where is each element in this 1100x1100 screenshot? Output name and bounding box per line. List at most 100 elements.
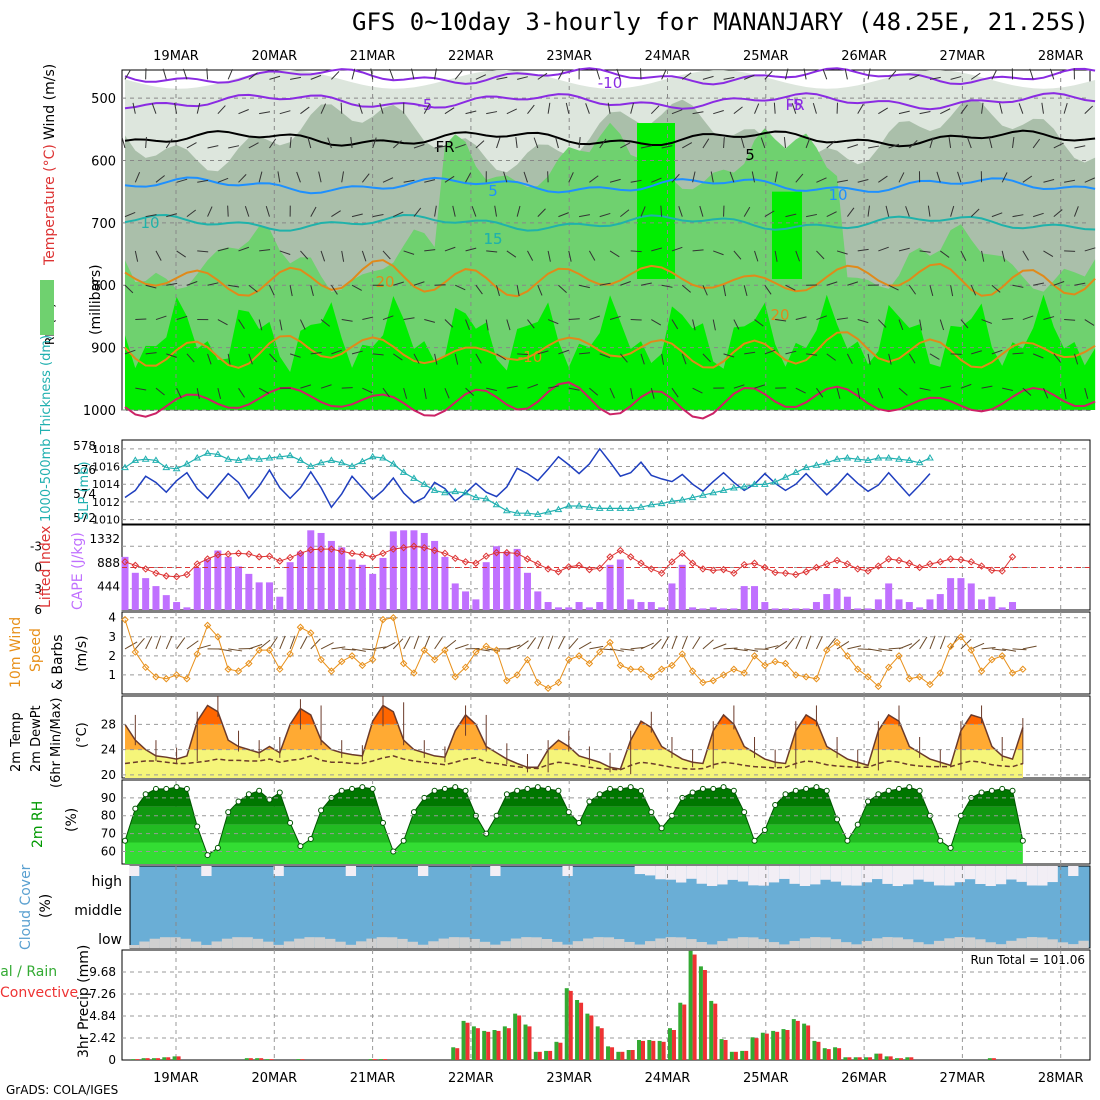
cloud-high-cell bbox=[129, 866, 140, 876]
li-marker bbox=[812, 563, 821, 572]
wind-barb bbox=[134, 637, 145, 650]
wind-barb bbox=[970, 72, 981, 80]
thickness-marker bbox=[317, 458, 325, 466]
wind-barb bbox=[681, 635, 688, 650]
date-label-bottom: 25MAR bbox=[743, 1071, 789, 1086]
precip-total-bar bbox=[802, 1023, 807, 1060]
wind-barb bbox=[595, 68, 601, 80]
ylabel-slp: SLP (mb) bbox=[77, 461, 92, 520]
precip-total-bar bbox=[471, 1026, 476, 1060]
wind-barb bbox=[630, 102, 634, 114]
precip-total-bar bbox=[564, 988, 569, 1060]
wind-barb bbox=[372, 214, 384, 218]
wind-barb bbox=[379, 103, 384, 114]
li-marker bbox=[317, 545, 325, 553]
wind-barb bbox=[1043, 250, 1054, 257]
wind-barb bbox=[991, 648, 1006, 652]
li-marker bbox=[596, 564, 604, 572]
li-marker bbox=[771, 568, 779, 577]
cloud-low-cell bbox=[1037, 937, 1048, 948]
cloud-high-cell bbox=[841, 866, 852, 886]
cape-bar bbox=[647, 602, 655, 610]
wind-barb bbox=[568, 638, 579, 650]
wind-barb bbox=[702, 639, 714, 650]
wind-barb bbox=[723, 76, 735, 80]
ylabel-precip-c: 3hr Precip (mm) bbox=[76, 945, 92, 1058]
wind-barb bbox=[228, 284, 240, 288]
cape-bar bbox=[709, 607, 717, 610]
wind-barb bbox=[857, 248, 869, 252]
wind-barb bbox=[1053, 209, 1063, 217]
wind-barb bbox=[434, 145, 446, 149]
rh-marker bbox=[689, 789, 696, 796]
wind-barb bbox=[258, 387, 270, 394]
thickness-marker bbox=[771, 478, 780, 485]
wind-barb bbox=[1043, 178, 1055, 183]
wind-barb bbox=[176, 387, 182, 399]
wind-barb bbox=[465, 319, 470, 330]
wind-speed-marker bbox=[203, 621, 212, 630]
wind-barb bbox=[537, 208, 546, 217]
precip-total-bar bbox=[853, 1057, 858, 1060]
rh-marker bbox=[906, 784, 913, 791]
wind-barb bbox=[238, 109, 249, 115]
rh-marker bbox=[514, 787, 521, 794]
thickness-marker bbox=[575, 502, 583, 509]
li-marker bbox=[936, 558, 944, 566]
thickness-marker bbox=[657, 499, 666, 507]
cloud-low-cell bbox=[562, 944, 573, 948]
date-label-bottom: 26MAR bbox=[841, 1071, 887, 1086]
wind-speed-marker bbox=[482, 642, 490, 651]
precip-total-bar bbox=[616, 1051, 621, 1060]
cape-bar bbox=[451, 583, 459, 610]
wind-barb bbox=[837, 317, 849, 321]
precip-convective-bar bbox=[775, 1031, 780, 1060]
precip-convective-bar bbox=[899, 1058, 903, 1060]
wind-barb bbox=[289, 353, 301, 358]
precip-tick: 4.84 bbox=[89, 1009, 116, 1023]
cloud-high-cell bbox=[675, 866, 687, 883]
thickness-marker bbox=[461, 488, 470, 496]
wind-barb bbox=[506, 319, 511, 331]
cloud-high-cell bbox=[789, 866, 800, 884]
cloud-low-cell bbox=[417, 944, 429, 948]
rh-marker bbox=[462, 787, 469, 794]
precip-convective-bar bbox=[517, 1015, 522, 1060]
wind-barb bbox=[919, 250, 931, 253]
li-marker bbox=[864, 567, 872, 575]
cloud-high-cell bbox=[779, 866, 790, 879]
wind-barb bbox=[991, 69, 998, 80]
wind-barb bbox=[599, 282, 611, 286]
contour-label: -10 bbox=[598, 74, 623, 92]
wind-barb bbox=[279, 110, 291, 115]
wind-barb bbox=[186, 142, 197, 149]
cloud-low-cell bbox=[221, 938, 233, 948]
cloud-high-cell bbox=[1016, 866, 1027, 882]
cape-bar bbox=[523, 572, 531, 610]
thickness-tick: 574 bbox=[73, 487, 96, 501]
wind-barb bbox=[568, 250, 572, 262]
cape-bar bbox=[823, 594, 831, 610]
wind-barb bbox=[806, 213, 818, 218]
contour-label: -5 bbox=[418, 96, 433, 114]
contour-label: 15 bbox=[483, 230, 502, 248]
cloud-high-cell bbox=[923, 866, 934, 882]
precip-convective-bar bbox=[868, 1057, 873, 1060]
wind-barb bbox=[496, 76, 508, 80]
precip-tick: 2.42 bbox=[89, 1031, 116, 1045]
wind-barb bbox=[744, 74, 755, 80]
precip-convective-bar bbox=[496, 1030, 501, 1060]
cloud-low-cell bbox=[655, 938, 666, 948]
precip-total-bar bbox=[874, 1053, 879, 1060]
wind-barb bbox=[960, 383, 972, 389]
wind-tick: 3 bbox=[108, 630, 116, 644]
wind-barb bbox=[537, 72, 548, 80]
cloud-high-cell bbox=[727, 866, 738, 880]
cloud-low-cell bbox=[541, 938, 553, 948]
cloud-low-cell bbox=[923, 944, 934, 948]
precip-convective-bar bbox=[486, 1031, 491, 1060]
wind-barb bbox=[671, 109, 683, 115]
wind-barb bbox=[948, 137, 952, 149]
wind-barb bbox=[423, 388, 427, 400]
wind-barb bbox=[217, 247, 229, 252]
